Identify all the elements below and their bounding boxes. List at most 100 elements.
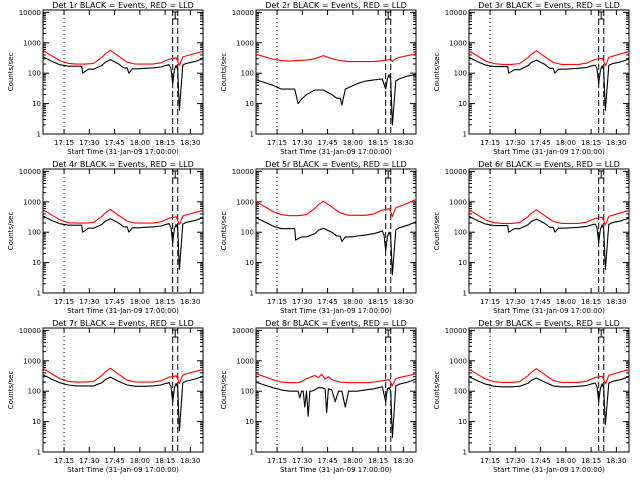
y-tick-label: 100 — [28, 388, 41, 396]
y-tick-label: 10 — [245, 100, 254, 108]
y-tick-label: 1 — [250, 131, 254, 139]
y-tick-label: 1 — [37, 290, 41, 298]
y-tick-label: 1000 — [23, 357, 41, 365]
time-marker-glyph — [598, 11, 605, 20]
y-tick-label: 10 — [458, 259, 467, 267]
panel-title: Det 8r BLACK = Events, RED = LLD — [265, 319, 407, 328]
series-line-lld — [468, 209, 630, 226]
y-tick-label: 100 — [241, 229, 254, 237]
y-axis-label: Counts/sec — [220, 212, 228, 251]
y-tick-label: 10 — [32, 418, 41, 426]
plot-frame — [42, 168, 204, 294]
x-tick-label: 17:30 — [505, 457, 525, 465]
x-tick-label: 18:30 — [180, 298, 200, 306]
x-axis-label: Start Time (31-Jan-09 17:00:00) — [280, 148, 392, 156]
panel-det-8r: Det 8r BLACK = Events, RED = LLD 17:15 17:… — [220, 319, 417, 474]
series-line-events — [468, 215, 630, 270]
x-tick-label: 17:30 — [79, 298, 99, 306]
time-marker-glyph — [598, 329, 605, 338]
plot-frame — [255, 327, 417, 453]
series-line-events — [42, 56, 204, 111]
x-tick-label: 18:00 — [343, 457, 363, 465]
x-tick-label: 17:30 — [79, 457, 99, 465]
y-tick-label: 100 — [241, 70, 254, 78]
series-line-events — [42, 215, 204, 270]
y-tick-label: 1 — [37, 131, 41, 139]
y-tick-label: 1 — [37, 449, 41, 457]
x-tick-label: 17:15 — [54, 457, 74, 465]
x-tick-label: 17:30 — [292, 457, 312, 465]
time-marker-glyph — [172, 170, 179, 179]
y-tick-label: 100 — [241, 388, 254, 396]
panel-det-7r: Det 7r BLACK = Events, RED = LLD 17:15 17:… — [7, 319, 204, 474]
x-tick-label: 17:45 — [530, 457, 550, 465]
panel-title: Det 6r BLACK = Events, RED = LLD — [478, 160, 620, 169]
y-tick-label: 10000 — [445, 168, 467, 176]
time-marker-glyph — [385, 329, 392, 338]
panel-title: Det 7r BLACK = Events, RED = LLD — [52, 319, 194, 328]
x-tick-label: 17:15 — [480, 139, 500, 147]
panel-det-4r: Det 4r BLACK = Events, RED = LLD 17:15 17:… — [7, 160, 204, 315]
x-tick-label: 18:00 — [130, 457, 150, 465]
x-tick-label: 18:30 — [606, 298, 626, 306]
series-line-events — [468, 56, 630, 111]
y-tick-label: 10 — [245, 259, 254, 267]
x-tick-label: 17:30 — [79, 139, 99, 147]
x-tick-label: 18:15 — [155, 457, 175, 465]
y-tick-label: 10000 — [232, 168, 254, 176]
series-line-lld — [255, 53, 417, 63]
y-tick-label: 100 — [28, 229, 41, 237]
series-line-lld — [42, 367, 204, 384]
y-tick-label: 100 — [454, 70, 467, 78]
x-tick-label: 18:15 — [155, 139, 175, 147]
series-line-lld — [255, 373, 417, 387]
x-tick-label: 18:30 — [606, 457, 626, 465]
series-line-lld — [468, 368, 630, 385]
x-tick-label: 18:15 — [581, 457, 601, 465]
y-tick-label: 1000 — [23, 39, 41, 47]
y-tick-label: 1 — [250, 449, 254, 457]
panel-title: Det 3r BLACK = Events, RED = LLD — [478, 1, 620, 10]
x-axis-label: Start Time (31-Jan-09 17:00:00) — [493, 148, 605, 156]
y-tick-label: 10 — [32, 259, 41, 267]
series-line-events — [468, 376, 630, 426]
y-tick-label: 10 — [32, 100, 41, 108]
y-tick-label: 100 — [28, 70, 41, 78]
x-axis-label: Start Time (31-Jan-09 17:00:00) — [67, 307, 179, 315]
x-tick-label: 17:45 — [530, 298, 550, 306]
panel-det-3r: Det 3r BLACK = Events, RED = LLD 17:15 17:… — [433, 1, 630, 156]
panel-det-6r: Det 6r BLACK = Events, RED = LLD 17:15 17:… — [433, 160, 630, 315]
x-tick-label: 18:15 — [581, 298, 601, 306]
panel-title: Det 4r BLACK = Events, RED = LLD — [52, 160, 194, 169]
x-tick-label: 17:45 — [317, 457, 337, 465]
y-axis-label: Counts/sec — [433, 212, 441, 251]
x-tick-label: 17:15 — [267, 139, 287, 147]
x-tick-label: 17:45 — [530, 139, 550, 147]
y-axis-label: Counts/sec — [433, 371, 441, 410]
panel-det-2r: Det 2r BLACK = Events, RED = LLD 17:15 17:… — [220, 1, 417, 156]
x-tick-label: 18:00 — [556, 139, 576, 147]
y-tick-label: 10000 — [445, 9, 467, 17]
time-marker-glyph — [598, 170, 605, 179]
x-axis-label: Start Time (31-Jan-09 17:00:00) — [493, 466, 605, 474]
plot-frame — [468, 9, 630, 135]
x-axis-label: Start Time (31-Jan-09 17:00:00) — [67, 148, 179, 156]
panel-title: Det 9r BLACK = Events, RED = LLD — [478, 319, 620, 328]
x-tick-label: 17:15 — [54, 139, 74, 147]
x-tick-label: 17:15 — [54, 298, 74, 306]
y-tick-label: 100 — [454, 388, 467, 396]
plot-frame — [468, 327, 630, 453]
x-tick-label: 18:30 — [393, 298, 413, 306]
series-line-events — [255, 378, 417, 439]
x-tick-label: 18:30 — [180, 139, 200, 147]
x-tick-label: 18:15 — [368, 457, 388, 465]
series-line-events — [255, 74, 417, 126]
y-tick-label: 1000 — [236, 198, 254, 206]
x-tick-label: 18:15 — [581, 139, 601, 147]
time-marker-glyph — [385, 11, 392, 20]
x-tick-label: 17:30 — [505, 139, 525, 147]
y-tick-label: 1000 — [449, 198, 467, 206]
y-tick-label: 1 — [463, 290, 467, 298]
y-tick-label: 10 — [245, 418, 254, 426]
plot-frame — [42, 327, 204, 453]
